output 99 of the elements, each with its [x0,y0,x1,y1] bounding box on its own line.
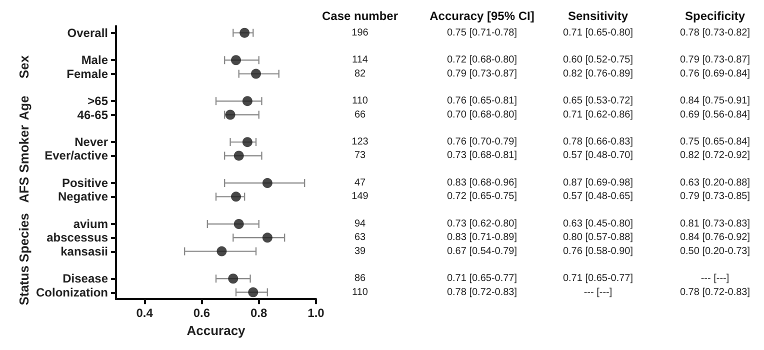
text: Sex [16,54,32,79]
y-tick-label: 46-65 [77,108,108,122]
text: 0.76 [0.69-0.84] [680,68,750,80]
text: 0.73 [0.62-0.80] [446,218,518,230]
text: 0.76 [0.70-0.79] [446,136,518,148]
text: 0.83 [0.68-0.96] [446,178,518,189]
text: 0.78 [0.72-0.83] [680,286,750,298]
text: 0.67 [0.54-0.79] [446,246,518,257]
text: 0.75 [0.65-0.84] [680,136,750,148]
y-tick-label: Ever/active [44,148,108,163]
text: 0.80 [0.57-0.88] [562,232,634,244]
y-tick-label: Male [81,53,108,68]
point [251,68,261,79]
point [248,287,258,298]
y-tick-label: Positive [62,176,108,190]
point [242,137,252,148]
text: 0.57 [0.48-0.65] [562,191,634,202]
y-tick-label: Disease [62,272,108,286]
y-tick-label: Overall [67,26,108,40]
text: 0.76 [0.65-0.81] [446,96,518,107]
text: 0.75 [0.71-0.78] [446,27,518,38]
text: Smoker [16,125,32,173]
text: Case number [322,9,398,23]
text: 0.78 [0.73-0.82] [680,27,750,38]
y-tick-label: Never [74,135,108,150]
text: --- [---] [584,286,612,298]
text: 149 [352,191,369,202]
text: 39 [354,246,366,257]
text: 0.71 [0.65-0.77] [446,273,518,284]
point [228,274,238,284]
point [240,28,250,38]
text: 110 [352,96,368,107]
text: --- [---] [700,273,730,284]
text: 0.78 [0.66-0.83] [562,136,634,148]
text: 0.82 [0.72-0.92] [680,150,750,162]
point [225,110,236,120]
text: 0.72 [0.68-0.80] [446,54,518,66]
text: 0.69 [0.56-0.84] [680,109,750,120]
text: 0.65 [0.53-0.72] [562,96,634,107]
text: 73 [354,150,366,162]
text: 0.76 [0.58-0.90] [562,246,634,257]
x-tick-label: 0.4 [136,306,154,320]
text: Species [16,213,32,262]
text: 0.73 [0.68-0.81] [446,150,518,162]
text: 0.82 [0.76-0.89] [562,68,634,80]
text: 0.71 [0.65-0.77] [562,273,634,284]
text: 0.81 [0.73-0.83] [680,218,750,230]
text: 114 [352,54,368,66]
y-tick-label: Negative [58,190,108,204]
text: 0.63 [0.20-0.88] [680,178,750,189]
text: 0.78 [0.72-0.83] [446,286,518,298]
text: 0.72 [0.65-0.75] [446,191,518,202]
text: 0.84 [0.75-0.91] [680,96,750,107]
point [262,178,272,188]
text: Age [16,96,32,120]
point [231,55,241,66]
text: 0.87 [0.69-0.98] [562,178,634,189]
text: 196 [352,27,369,38]
x-axis-title: Accuracy [186,323,246,338]
text: 47 [354,178,366,189]
x-tick-label: 1.0 [308,306,325,320]
text: 110 [352,286,368,298]
text: 0.79 [0.73-0.85] [680,191,750,202]
text: 0.71 [0.65-0.80] [562,27,634,38]
text: 0.84 [0.76-0.92] [680,232,750,244]
text: 0.83 [0.71-0.89] [446,232,518,244]
text: 82 [354,68,366,80]
point [262,232,272,243]
y-tick-label: avium [73,216,108,231]
point [216,246,227,256]
text: Status [16,266,32,306]
text: 0.63 [0.45-0.80] [562,218,634,230]
text: Accuracy [95% CI] [430,9,534,23]
y-tick-label: Female [66,66,108,81]
text: 66 [354,109,366,120]
text: 63 [354,232,366,244]
text: 0.70 [0.68-0.80] [446,109,518,120]
point [234,219,244,229]
x-tick-label: 0.8 [250,306,268,320]
text: 0.50 [0.20-0.73] [680,246,750,257]
text: 0.57 [0.48-0.70] [562,150,634,162]
y-tick-label: >65 [88,94,108,108]
text: 0.60 [0.52-0.75] [562,54,634,66]
text: 94 [354,218,366,230]
x-tick-label: 0.6 [193,306,210,320]
point [231,192,241,202]
text: 123 [352,136,369,148]
point [234,150,244,161]
y-tick-label: abscessus [46,230,108,245]
text: AFS [16,176,32,203]
text: 0.79 [0.73-0.87] [446,68,518,80]
text: 0.71 [0.62-0.86] [562,109,634,120]
text: Sensitivity [568,9,628,23]
y-tick-label: kansasii [60,244,108,258]
point [242,96,252,106]
y-tick-label: Colonization [36,285,108,300]
text: 86 [354,273,366,284]
text: Specificity [684,9,746,23]
text: 0.79 [0.73-0.87] [680,54,750,66]
